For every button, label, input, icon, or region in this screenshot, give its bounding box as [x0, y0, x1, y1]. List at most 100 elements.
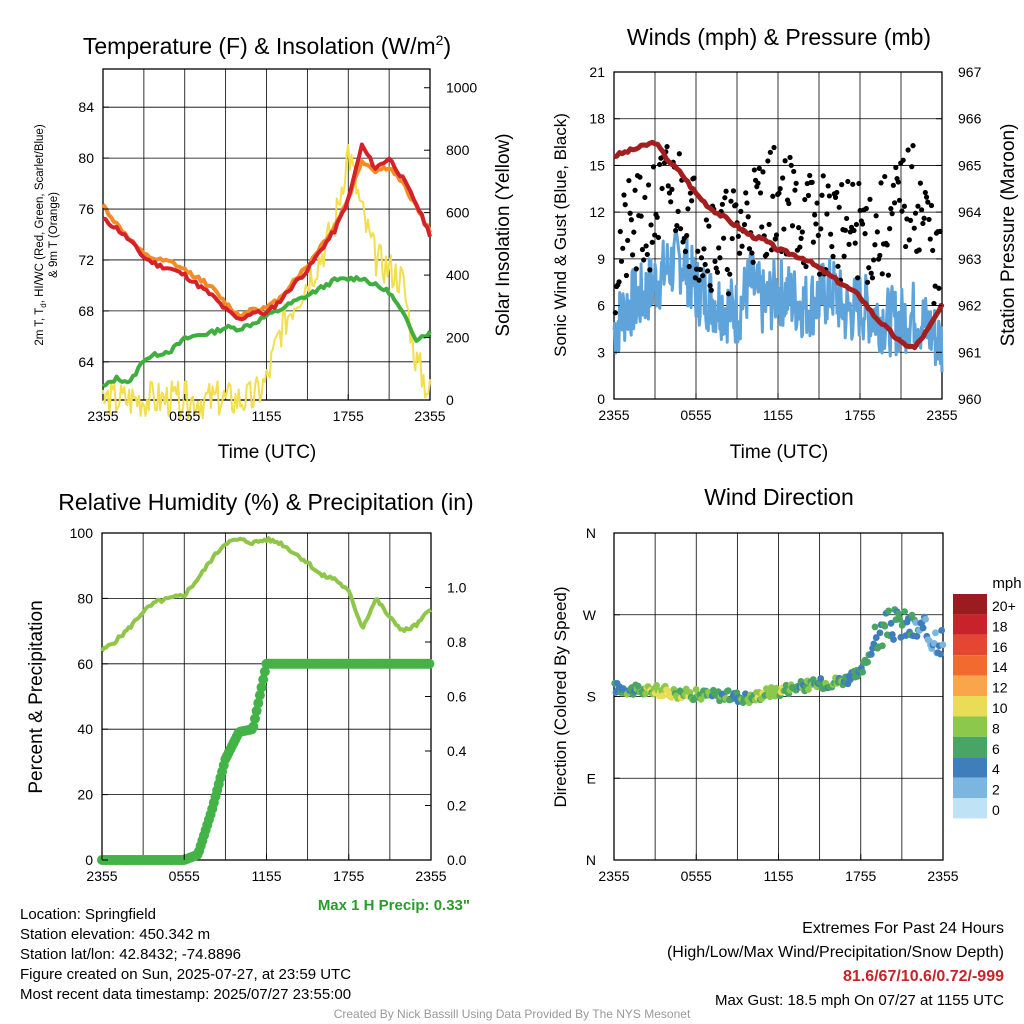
winds-gust-point: [912, 210, 919, 216]
winds-gust-point: [829, 243, 835, 250]
winds-gust-point: [796, 225, 802, 231]
winds-gust-point: [687, 190, 693, 196]
max-precip-text: Max 1 H Precip: 0.33": [317, 897, 470, 914]
temperature-xtick-label: 2355: [87, 408, 118, 424]
winds-gust-point: [830, 253, 836, 259]
direction-point: [659, 692, 667, 700]
direction-point: [919, 624, 927, 632]
winds-gust-point: [657, 161, 663, 168]
winds-gust-point: [832, 194, 839, 200]
winds-gust-point: [702, 261, 708, 268]
winds-gust-point: [764, 251, 770, 257]
winds-xlabel: Time (UTC): [730, 442, 829, 463]
winds-gust-point: [928, 202, 935, 209]
temperature-ylabel-left-2: & 9m T (Orange): [48, 192, 60, 278]
created-text: Figure created on Sun, 2025-07-27, at 23…: [20, 966, 352, 983]
temperature-ytick-right-label: 0: [446, 392, 454, 408]
winds-ytick-right-label: 964: [958, 204, 982, 220]
winds-gust-point: [809, 179, 815, 185]
speed-legend-label: 12: [992, 680, 1008, 696]
direction-ytick-label: W: [583, 607, 597, 623]
winds-sonic-series: [612, 228, 944, 373]
direction-xtick-label: 0555: [681, 868, 712, 884]
humidity-ytick-label: 20: [77, 787, 93, 803]
winds-gust-point: [713, 265, 719, 271]
direction-point: [642, 690, 649, 698]
winds-gust-point: [907, 217, 914, 224]
winds-xtick-label: 1155: [763, 407, 793, 423]
winds-gust-point: [792, 187, 798, 193]
winds-gust-point: [874, 229, 880, 235]
humidity-panel: Relative Humidity (%) & Precipitation (i…: [26, 489, 474, 884]
temperature-xlabel: Time (UTC): [218, 442, 317, 463]
humidity-ytick-right-label: 1.0: [447, 580, 467, 596]
station-info: Location: Springfield Station elevation:…: [20, 905, 351, 1005]
winds-gust-point: [789, 223, 796, 229]
winds-gust-point: [722, 195, 728, 201]
winds-gust-point: [674, 223, 680, 229]
humidity-xtick-label: 2355: [86, 868, 117, 884]
winds-ytick-right-label: 965: [958, 157, 982, 173]
temperature-xtick-label: 1755: [333, 408, 364, 424]
winds-gust-point: [631, 229, 637, 235]
temperature-ytick-right-label: 1000: [446, 80, 477, 96]
humidity-ytick-label: 40: [77, 721, 93, 737]
winds-gust-point: [755, 180, 761, 186]
winds-gust-point: [859, 221, 866, 227]
winds-gust-point: [825, 183, 831, 189]
humidity-precip-point: [254, 690, 265, 701]
winds-gust-point: [756, 165, 762, 171]
winds-gust-point: [925, 199, 931, 205]
winds-gust-point: [682, 248, 689, 255]
winds-gust-point: [818, 226, 824, 232]
direction-point: [692, 686, 700, 693]
temperature-title: Temperature (F) & Insolation (W/m2): [83, 32, 451, 59]
winds-gust-point: [891, 200, 898, 206]
winds-gust-point: [659, 185, 665, 192]
winds-gust-point: [642, 194, 648, 201]
winds-gust-point: [782, 158, 788, 164]
winds-gust-point: [743, 190, 749, 196]
winds-gust-point: [723, 188, 729, 194]
temperature-ytick-label: 68: [78, 303, 94, 319]
direction-ytick-label: E: [587, 770, 596, 786]
humidity-precip-point: [259, 666, 270, 677]
winds-gust-point: [750, 259, 756, 265]
direction-point: [871, 623, 879, 631]
winds-gust-point: [855, 275, 861, 281]
temperature-series-3: [102, 144, 431, 420]
location-text: Location: Springfield: [20, 906, 156, 923]
speed-legend-label: 16: [992, 639, 1008, 655]
winds-gust-point: [903, 243, 909, 250]
temperature-ytick-right-label: 200: [446, 330, 470, 346]
winds-gust-point: [919, 207, 925, 213]
winds-gust-point: [616, 279, 622, 285]
winds-gust-point: [692, 275, 698, 281]
temperature-ytick-label: 64: [78, 354, 94, 370]
winds-gust-point: [647, 267, 653, 273]
speed-legend: mph 20+ 18 16 14 12 10 8 6 4 2 0: [953, 575, 1022, 819]
winds-gust-point: [893, 164, 899, 171]
winds-gust-point: [698, 255, 705, 261]
speed-legend-label: 2: [992, 782, 1000, 798]
direction-point: [885, 607, 892, 615]
winds-gust-point: [620, 245, 626, 251]
direction-point: [932, 629, 939, 637]
winds-gust-point: [791, 168, 797, 175]
winds-gust-point: [802, 196, 808, 203]
winds-gust-point: [757, 190, 764, 196]
winds-gust-point: [759, 224, 765, 230]
winds-gust-point: [895, 179, 901, 185]
direction-point: [864, 658, 872, 666]
max-gust-text: Max Gust: 18.5 mph On 07/27 at 1155 UTC: [714, 992, 1004, 1009]
direction-ytick-label: S: [587, 689, 596, 705]
temperature-ylabel-left-1: 2m T, Td, HI/WC (Red, Green, Scarlet/Blu…: [34, 124, 48, 345]
humidity-ytick-label: 100: [70, 525, 94, 541]
humidity-xtick-label: 2355: [415, 868, 446, 884]
winds-gust-point: [745, 214, 751, 220]
direction-point: [782, 681, 790, 689]
winds-gust-point: [689, 198, 695, 204]
winds-gust-point: [714, 269, 721, 275]
winds-gust-point: [896, 197, 903, 203]
